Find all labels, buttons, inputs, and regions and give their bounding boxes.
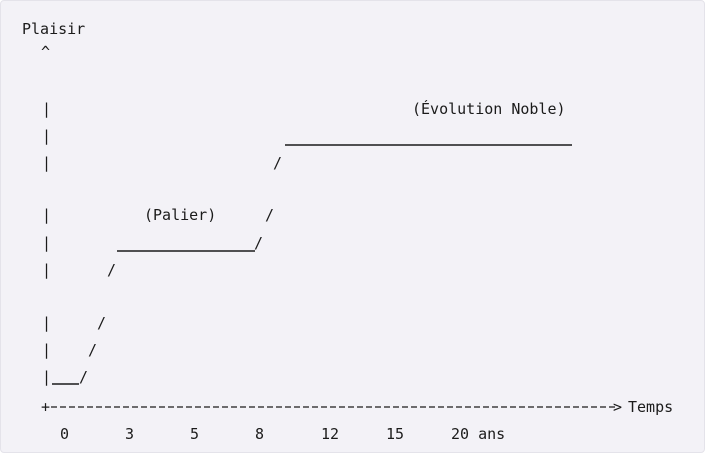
plateau-label: (Palier) xyxy=(144,206,217,224)
rise-slash: / xyxy=(107,261,117,279)
x-tick-label: 12 xyxy=(321,425,340,443)
x-axis-label: Temps xyxy=(628,398,674,416)
y-axis-bar: | xyxy=(42,154,52,172)
rise-slash: / xyxy=(88,341,98,359)
x-tick-label: 20 ans xyxy=(451,425,506,443)
y-axis-bar: | xyxy=(42,314,52,332)
noble-evolution-label: (Évolution Noble) xyxy=(412,100,566,118)
x-tick-label: 15 xyxy=(386,425,405,443)
y-axis-bar: | xyxy=(42,368,52,386)
y-axis-bar: | xyxy=(42,100,52,118)
y-axis-bar: | xyxy=(42,234,52,252)
y-axis-bar: | xyxy=(42,261,52,279)
rise-slash: / xyxy=(265,206,275,224)
origin-plus: + xyxy=(41,398,51,416)
y-axis-arrow: ^ xyxy=(41,43,51,61)
x-tick-label: 3 xyxy=(125,425,135,443)
x-tick-label: 8 xyxy=(255,425,265,443)
x-tick-label: 0 xyxy=(60,425,70,443)
x-tick-label: 5 xyxy=(190,425,200,443)
y-axis-bar: | xyxy=(42,341,52,359)
rise-slash: / xyxy=(97,314,107,332)
y-axis-bar: | xyxy=(42,127,52,145)
rise-slash: / xyxy=(254,234,264,252)
rise-slash: / xyxy=(273,154,283,172)
y-axis-label: Plaisir xyxy=(22,20,86,38)
y-axis-bar: | xyxy=(42,206,52,224)
rise-slash: / xyxy=(79,368,89,386)
x-axis-arrow-head: > xyxy=(613,398,623,416)
